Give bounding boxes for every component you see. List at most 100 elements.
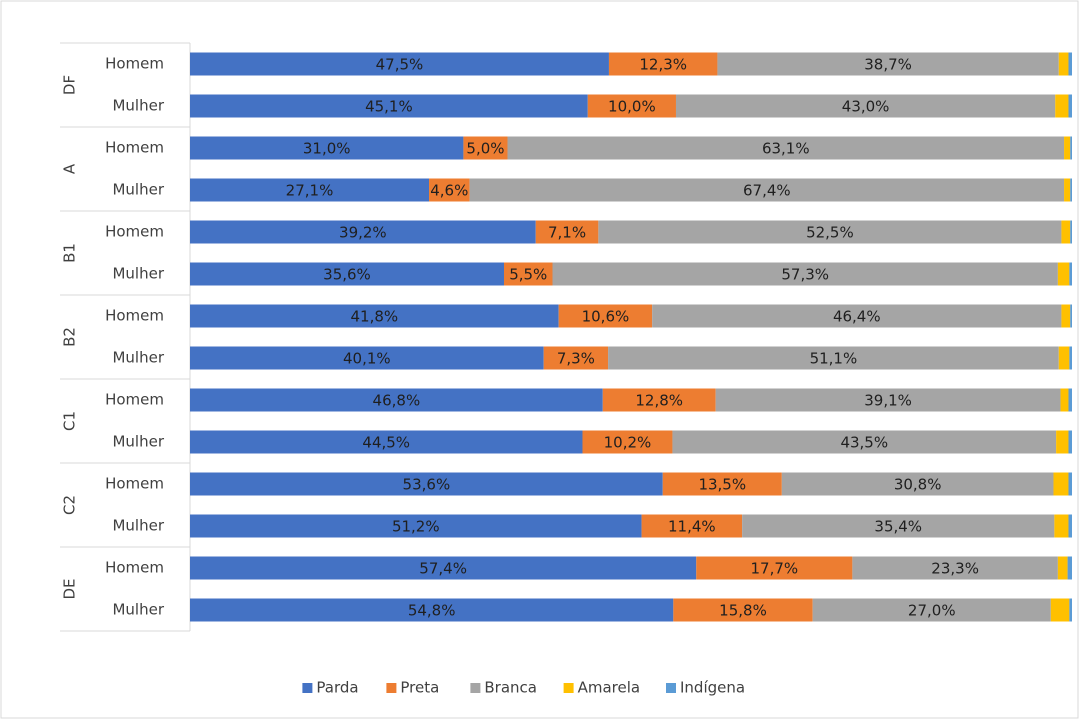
- data-label: 63,1%: [762, 140, 810, 158]
- bar-segment: [190, 598, 674, 622]
- data-label: 40,1%: [343, 350, 391, 368]
- bar-segment: [190, 178, 430, 202]
- bar-segment: [190, 262, 504, 286]
- category-label: Homem: [105, 55, 164, 73]
- bar-segment: [190, 304, 559, 328]
- bar-segment: [190, 430, 583, 454]
- data-label: 57,4%: [419, 560, 467, 578]
- data-label: 41,8%: [351, 308, 399, 326]
- data-label: 10,2%: [604, 434, 652, 452]
- bar-segment: [1069, 598, 1072, 622]
- group-label: C2: [61, 495, 79, 515]
- category-label: Mulher: [112, 97, 164, 115]
- data-label: 10,6%: [582, 308, 630, 326]
- bar-segment: [1057, 262, 1070, 286]
- data-label: 67,4%: [743, 182, 791, 200]
- bar-segment: [535, 220, 599, 244]
- data-label: 12,8%: [635, 392, 683, 410]
- group-label: B2: [61, 327, 79, 347]
- legend-swatch: [666, 683, 676, 693]
- bar-segment: [742, 514, 1055, 538]
- data-label: 43,5%: [840, 434, 888, 452]
- data-label: 38,7%: [864, 56, 912, 74]
- data-label: 31,0%: [303, 140, 351, 158]
- category-label: Homem: [105, 475, 164, 493]
- bar-segment: [1054, 514, 1069, 538]
- bar-segment: [190, 472, 663, 496]
- legend-label: Parda: [316, 679, 358, 697]
- bar-segment: [1068, 514, 1072, 538]
- bar-segment: [1070, 178, 1072, 202]
- bar-segment: [1069, 262, 1072, 286]
- data-label: 54,8%: [408, 602, 456, 620]
- bar-segment: [552, 262, 1058, 286]
- data-label: 51,2%: [392, 518, 440, 536]
- bar-segment: [587, 94, 676, 118]
- bar-segment: [1050, 598, 1070, 622]
- data-label: 5,0%: [466, 140, 504, 158]
- legend-label: Indígena: [680, 679, 745, 697]
- data-label: 53,6%: [403, 476, 451, 494]
- bar-segment: [1058, 346, 1070, 370]
- bar-segment: [602, 388, 716, 412]
- category-label: Mulher: [112, 433, 164, 451]
- bar-segment: [1060, 388, 1069, 412]
- data-label: 47,5%: [376, 56, 424, 74]
- legend-label: Branca: [484, 679, 537, 697]
- data-label: 23,3%: [931, 560, 979, 578]
- data-label: 46,8%: [373, 392, 421, 410]
- data-label: 27,1%: [286, 182, 334, 200]
- bar-segment: [558, 304, 653, 328]
- bar-segment: [1070, 136, 1072, 160]
- category-label: Homem: [105, 139, 164, 157]
- data-label: 5,5%: [509, 266, 547, 284]
- bar-segment: [673, 598, 813, 622]
- bar-segment: [1068, 94, 1072, 118]
- bar-segment: [1068, 430, 1072, 454]
- data-label: 10,0%: [608, 98, 656, 116]
- bar-segment: [598, 220, 1062, 244]
- legend-label: Preta: [400, 679, 439, 697]
- bar-segment: [675, 94, 1056, 118]
- category-label: Mulher: [112, 265, 164, 283]
- bar-segment: [582, 430, 673, 454]
- bar-segment: [1053, 472, 1069, 496]
- bar-segment: [1068, 472, 1072, 496]
- bar-segment: [190, 346, 544, 370]
- bar-segment: [190, 514, 642, 538]
- bar-segment: [1055, 94, 1069, 118]
- group-label: C1: [61, 411, 79, 431]
- bar-segment: [852, 556, 1058, 580]
- legend-swatch: [386, 683, 397, 693]
- bar-segment: [608, 52, 718, 76]
- data-label: 4,6%: [430, 182, 468, 200]
- bar-segment: [429, 178, 470, 202]
- legend-swatch: [563, 683, 574, 693]
- bar-segment: [715, 388, 1061, 412]
- bar-segment: [190, 220, 536, 244]
- data-label: 46,4%: [833, 308, 881, 326]
- legend-label: Amarela: [578, 679, 641, 697]
- data-label: 7,1%: [548, 224, 586, 242]
- bar-segment: [812, 598, 1051, 622]
- data-label: 27,0%: [908, 602, 956, 620]
- bar-segment: [469, 178, 1065, 202]
- bar-segment: [190, 94, 588, 118]
- group-label: DF: [61, 75, 79, 95]
- data-label: 44,5%: [362, 434, 410, 452]
- bar-segment: [608, 346, 1059, 370]
- data-label: 57,3%: [781, 266, 829, 284]
- data-label: 45,1%: [365, 98, 413, 116]
- bar-segment: [717, 52, 1059, 76]
- data-label: 15,8%: [719, 602, 767, 620]
- bar-segment: [1057, 556, 1068, 580]
- bar-segment: [1058, 52, 1069, 76]
- bar-segment: [543, 346, 609, 370]
- bar-segment: [1056, 430, 1069, 454]
- bar-segment: [641, 514, 743, 538]
- data-label: 17,7%: [750, 560, 798, 578]
- bar-segment: [1069, 346, 1072, 370]
- data-label: 52,5%: [806, 224, 854, 242]
- bar-segment: [652, 304, 1062, 328]
